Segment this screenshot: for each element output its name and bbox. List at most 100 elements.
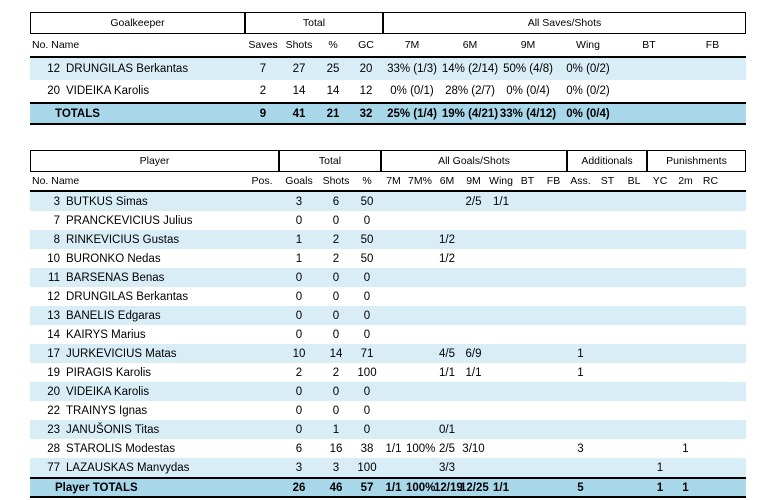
player-name-cell: 23 JANUŠONIS Titas: [30, 424, 245, 436]
pct-cell: 50: [360, 233, 374, 246]
pct-cell: 0: [363, 214, 371, 227]
col-header-shots: Shots: [285, 39, 313, 51]
col-header-7m: 7M: [386, 175, 401, 187]
player-name: BURONKO Nedas: [66, 252, 161, 265]
col-header-7m-pct: 7M%: [408, 175, 432, 187]
saves-cell: 2: [259, 85, 267, 97]
pct-cell: 0: [363, 309, 371, 322]
6m-cell: 4/5: [439, 347, 455, 360]
player-name-cell: 19 PIRAGIS Karolis: [30, 367, 245, 379]
totals-wing: 0% (0/4): [566, 107, 610, 120]
player-name-cell: 20 VIDEIKA Karolis: [30, 386, 245, 398]
goalkeeper-column-header-row: No. Name Saves Shots % GC 7M 6M 9M Wing …: [30, 34, 746, 58]
shots-cell: 6: [332, 195, 340, 208]
player-name: DRUNGILAS Berkantas: [66, 290, 189, 303]
player-number: 23: [47, 423, 60, 436]
player-row: 19 PIRAGIS Karolis 2 2 100 1/1 1/1 1: [30, 363, 746, 382]
player-name: JANUŠONIS Titas: [66, 423, 160, 436]
pct-cell: 100: [357, 366, 377, 379]
goalkeeper-row: 12 DRUNGILAS Berkantas 7 27 25 20 33% (1…: [30, 58, 746, 80]
player-name: BUTKUS Simas: [66, 195, 148, 208]
group-header-additionals: Additionals: [567, 150, 647, 172]
goals-cell: 10: [292, 347, 306, 360]
totals-label: Player TOTALS: [55, 481, 138, 494]
pct-cell: 25: [326, 63, 340, 75]
6m-cell: 1/1: [439, 366, 455, 379]
player-name-cell: 3 BUTKUS Simas: [30, 196, 245, 208]
goalkeeper-row: 20 VIDEIKA Karolis 2 14 14 12 0% (0/1) 2…: [30, 80, 746, 102]
shots-cell: 0: [332, 385, 340, 398]
pct-cell: 71: [360, 347, 374, 360]
player-row: 14 KAIRYS Marius 0 0 0: [30, 325, 746, 344]
goals-cell: 2: [295, 366, 303, 379]
shots-cell: 0: [332, 404, 340, 417]
player-name: VIDEIKA Karolis: [66, 85, 150, 97]
6m-cell: 28% (2/7): [445, 85, 495, 97]
6m-cell: 1/2: [439, 252, 455, 265]
player-name: JURKEVICIUS Matas: [66, 347, 177, 360]
gc-cell: 20: [359, 63, 373, 75]
player-name: PRANCKEVICIUS Julius: [66, 214, 193, 227]
player-number: 14: [47, 328, 60, 341]
col-header-2m: 2m: [678, 175, 693, 187]
pct-cell: 100: [357, 461, 377, 474]
group-header-all-goals-shots: All Goals/Shots: [381, 150, 567, 172]
ass-cell: 3: [577, 442, 584, 455]
goals-cell: 0: [295, 271, 303, 284]
player-name: VIDEIKA Karolis: [66, 385, 150, 398]
player-number: 17: [47, 347, 60, 360]
pct-cell: 0: [363, 290, 371, 303]
6m-cell: 0/1: [439, 423, 455, 436]
col-header-wing: Wing: [489, 175, 513, 187]
player-name: BANELIS Edgaras: [66, 309, 161, 322]
totals-9m: 12/25: [460, 481, 489, 494]
group-header-total: Total: [279, 150, 381, 172]
totals-pct: 21: [326, 107, 340, 120]
shots-cell: 16: [329, 442, 343, 455]
shots-cell: 27: [292, 63, 306, 75]
col-header-bt: BT: [642, 39, 656, 51]
player-row: 13 BANELIS Edgaras 0 0 0: [30, 306, 746, 325]
totals-saves: 9: [259, 107, 267, 120]
9m-cell: 3/10: [462, 442, 485, 455]
goals-cell: 1: [295, 233, 303, 246]
totals-gc: 32: [359, 107, 373, 120]
player-number: 28: [47, 442, 60, 455]
col-header-no-name: No. Name: [32, 39, 80, 51]
col-header-7m: 7M: [404, 39, 420, 51]
totals-shots: 46: [329, 481, 343, 494]
player-name-cell: 14 KAIRYS Marius: [30, 329, 245, 341]
shots-cell: 14: [292, 85, 306, 97]
player-row: 77 LAZAUSKAS Manvydas 3 3 100 3/3 1: [30, 458, 746, 477]
goals-cell: 0: [295, 309, 303, 322]
7m-cell: 33% (1/3): [387, 63, 437, 75]
player-number: 20: [47, 385, 60, 398]
shots-cell: 2: [332, 366, 340, 379]
pct-cell: 0: [363, 404, 371, 417]
group-header-player: Player: [30, 150, 279, 172]
ass-cell: 1: [577, 347, 584, 360]
totals-2m: 1: [682, 481, 689, 494]
wing-cell: 0% (0/2): [566, 63, 610, 75]
9m-cell: 2/5: [465, 195, 482, 208]
6m-cell: 14% (2/14): [441, 63, 499, 75]
9m-cell: 0% (0/4): [506, 85, 550, 97]
goals-cell: 0: [295, 423, 303, 436]
player-row: 8 RINKEVICIUS Gustas 1 2 50 1/2: [30, 230, 746, 249]
totals-label: TOTALS: [55, 107, 100, 120]
player-name-cell: 11 BARSENAS Benas: [30, 272, 245, 284]
player-name: TRAINYS Ignas: [66, 404, 148, 417]
col-header-fb: FB: [546, 175, 561, 187]
totals-ass: 5: [577, 481, 584, 494]
col-header-fb: FB: [705, 39, 720, 51]
player-name-cell: 22 TRAINYS Ignas: [30, 405, 245, 417]
pct-cell: 50: [360, 252, 374, 265]
player-row: 17 JURKEVICIUS Matas 10 14 71 4/5 6/9 1: [30, 344, 746, 363]
player-name: DRUNGILAS Berkantas: [66, 63, 189, 75]
7m-cell: 1/1: [385, 442, 402, 455]
goalkeeper-table-body: 12 DRUNGILAS Berkantas 7 27 25 20 33% (1…: [30, 58, 746, 102]
player-number: 3: [53, 195, 60, 208]
player-row: 11 BARSENAS Benas 0 0 0: [30, 268, 746, 287]
col-header-pct: %: [362, 175, 372, 187]
player-name-cell: 8 RINKEVICIUS Gustas: [30, 234, 245, 246]
